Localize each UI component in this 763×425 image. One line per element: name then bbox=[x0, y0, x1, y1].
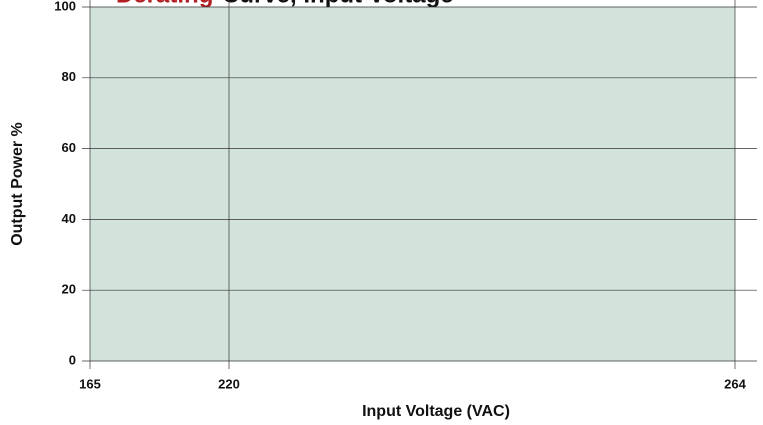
chart-title-highlight: Derating bbox=[116, 0, 213, 8]
y-axis-label: Output Power % bbox=[9, 122, 26, 246]
y-tick-label: 0 bbox=[69, 352, 76, 367]
x-tick-label: 264 bbox=[724, 376, 746, 391]
chart-title: Curve, Input Voltage bbox=[222, 0, 454, 8]
y-tick-label: 80 bbox=[62, 69, 76, 84]
x-tick-label: 220 bbox=[218, 376, 240, 391]
y-tick-label: 100 bbox=[54, 0, 76, 13]
y-tick-label: 40 bbox=[62, 211, 76, 226]
area bbox=[90, 7, 735, 361]
x-axis-label: Input Voltage (VAC) bbox=[362, 403, 510, 420]
y-tick-label: 60 bbox=[62, 140, 76, 155]
y-tick-label: 20 bbox=[62, 282, 76, 297]
x-tick-label: 165 bbox=[79, 376, 101, 391]
